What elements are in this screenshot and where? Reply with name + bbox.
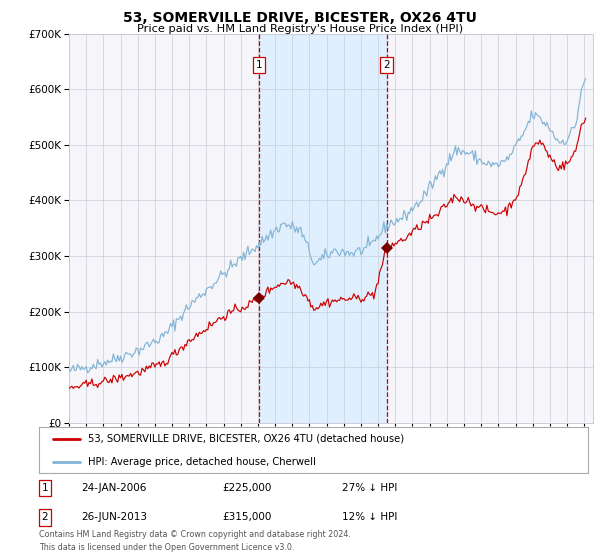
Text: This data is licensed under the Open Government Licence v3.0.: This data is licensed under the Open Gov… bbox=[39, 543, 295, 552]
Bar bbox=[259, 34, 386, 423]
Text: Price paid vs. HM Land Registry's House Price Index (HPI): Price paid vs. HM Land Registry's House … bbox=[137, 24, 463, 34]
Text: 2: 2 bbox=[41, 512, 49, 522]
Text: £315,000: £315,000 bbox=[222, 512, 271, 522]
Text: 1: 1 bbox=[256, 60, 262, 70]
Text: 24-JAN-2006: 24-JAN-2006 bbox=[81, 483, 146, 493]
Text: 1: 1 bbox=[41, 483, 49, 493]
Text: Contains HM Land Registry data © Crown copyright and database right 2024.: Contains HM Land Registry data © Crown c… bbox=[39, 530, 351, 539]
Text: 53, SOMERVILLE DRIVE, BICESTER, OX26 4TU (detached house): 53, SOMERVILLE DRIVE, BICESTER, OX26 4TU… bbox=[88, 434, 404, 444]
Text: £225,000: £225,000 bbox=[222, 483, 271, 493]
Text: 26-JUN-2013: 26-JUN-2013 bbox=[81, 512, 147, 522]
Text: 12% ↓ HPI: 12% ↓ HPI bbox=[342, 512, 397, 522]
Text: HPI: Average price, detached house, Cherwell: HPI: Average price, detached house, Cher… bbox=[88, 457, 316, 466]
Text: 27% ↓ HPI: 27% ↓ HPI bbox=[342, 483, 397, 493]
Text: 53, SOMERVILLE DRIVE, BICESTER, OX26 4TU: 53, SOMERVILLE DRIVE, BICESTER, OX26 4TU bbox=[123, 11, 477, 25]
Text: 2: 2 bbox=[383, 60, 390, 70]
